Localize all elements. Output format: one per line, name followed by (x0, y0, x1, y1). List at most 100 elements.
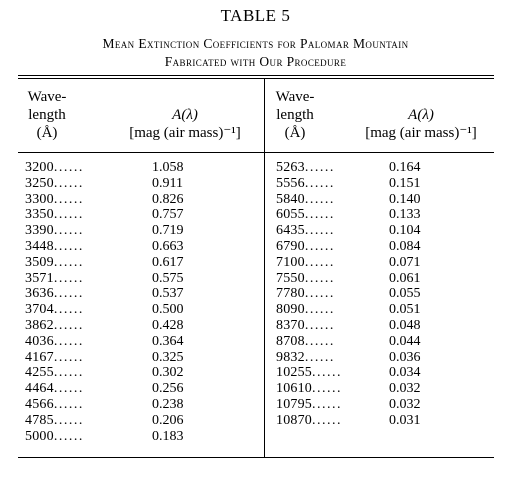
table-cell: 4167...... (25, 350, 117, 366)
header-wavelength-unit: (Å) (284, 125, 306, 141)
leader-dots: ...... (304, 160, 335, 175)
header-wavelength-line2: length (276, 107, 314, 123)
table-cell: 0.826 (152, 192, 212, 208)
table-cell-value: 0.826 (152, 191, 184, 207)
table-cell-value: 4036 (25, 333, 54, 349)
table-cell-value: 5556 (276, 175, 305, 191)
left-wavelength-column: 3200...... 3250...... 3300...... 3350......… (25, 160, 117, 444)
leader-dots: ...... (53, 428, 84, 444)
table-cell-value: 0.151 (389, 175, 421, 191)
table-cell: 3862...... (25, 318, 117, 334)
table-cell-value: 0.055 (389, 286, 421, 302)
table-cell: 5556...... (276, 176, 368, 192)
table-cell-value: 3300 (25, 191, 54, 207)
table-cell: 0.428 (152, 318, 212, 334)
table-cell-value: 6055 (276, 207, 305, 223)
table-cell: 0.537 (152, 286, 212, 302)
table-cell-value: 5840 (276, 191, 305, 207)
table-cell: 4255...... (25, 365, 117, 381)
table-cell-value: 0.364 (152, 333, 184, 349)
table-cell-value: 7550 (276, 270, 305, 286)
table-cell-value: 3350 (25, 207, 54, 223)
leader-dots: ...... (304, 207, 335, 223)
table-cell-value: 0.084 (389, 238, 421, 254)
table-cell-value: 7780 (276, 286, 305, 302)
leader-dots: ...... (53, 191, 84, 207)
table-cell: 0.044 (389, 334, 449, 350)
table-cell-value: 8370 (276, 317, 305, 333)
header-wavelength-line1: Wave- (275, 89, 315, 105)
table-cell: 0.061 (389, 271, 449, 287)
table-cell: 3571...... (25, 271, 117, 287)
table-cell-value: 0.256 (152, 381, 184, 397)
table-cell-value: 0.325 (152, 349, 184, 365)
table-cell: 0.032 (389, 397, 449, 413)
left-coefficient-column: 1.058 0.911 0.826 0.757 0.719 0.663 0.617 0.575… (152, 160, 212, 444)
top-rule-2 (18, 78, 494, 79)
leader-dots: ...... (53, 223, 84, 239)
header-wavelength-line1: Wave- (27, 89, 67, 105)
leader-dots: ...... (53, 317, 84, 333)
header-wavelength-line2: length (28, 107, 66, 123)
table-cell-value: 0.032 (389, 396, 421, 412)
table-cell-value: 3250 (25, 175, 54, 191)
table-cell: 10255...... (276, 365, 368, 381)
leader-dots: ...... (312, 412, 342, 428)
table-cell: 8708...... (276, 334, 368, 350)
leader-dots: ...... (53, 238, 84, 254)
table-cell-value: 9832 (276, 349, 305, 365)
leader-dots: ...... (53, 396, 84, 412)
table-cell-value: 0.034 (389, 365, 421, 381)
table-cell: 0.048 (389, 318, 449, 334)
table-cell: 0.036 (389, 350, 449, 366)
table-cell: 3636...... (25, 286, 117, 302)
table-cell-value: 4255 (25, 365, 54, 381)
leader-dots: ...... (304, 191, 335, 207)
table-cell-value: 3509 (25, 254, 54, 270)
table-title: TABLE 5 (220, 6, 291, 25)
table-cell: 4464...... (25, 381, 117, 397)
table-cell: 0.617 (152, 255, 212, 271)
table-cell: 0.151 (389, 176, 449, 192)
table-caption-line-1: Mean Extinction Coefficients for Palomar… (102, 36, 409, 51)
table-cell: 0.034 (389, 365, 449, 381)
leader-dots: ...... (53, 412, 84, 428)
leader-dots: ...... (53, 254, 84, 270)
table-cell: 0.164 (389, 160, 449, 176)
table-cell-value: 0.911 (152, 175, 183, 191)
leader-dots: ...... (53, 160, 84, 175)
table-cell-value: 3390 (25, 223, 54, 239)
leader-dots: ...... (304, 317, 335, 333)
table-cell: 10610...... (276, 381, 368, 397)
header-wavelength-right: Wave- length (Å) (266, 88, 324, 142)
table-cell: 8090...... (276, 302, 368, 318)
leader-dots: ...... (312, 381, 342, 397)
table-cell: 3704...... (25, 302, 117, 318)
table-cell-value: 0.032 (389, 381, 421, 397)
leader-dots: ...... (53, 270, 84, 286)
table-cell-value: 7100 (276, 254, 305, 270)
table-cell-value: 8090 (276, 302, 305, 318)
table-cell-value: 0.031 (389, 412, 421, 428)
header-coef-right: A(λ) [mag (air mass)⁻¹] (332, 106, 510, 142)
table-cell: 7550...... (276, 271, 368, 287)
table-cell: 5263...... (276, 160, 368, 176)
header-wavelength-unit: (Å) (36, 125, 58, 141)
leader-dots: ...... (304, 286, 335, 302)
table-cell-value: 0.071 (389, 254, 421, 270)
header-coef-line1: A(λ) (172, 107, 198, 123)
table-caption-line-2: Fabricated with Our Procedure (164, 54, 347, 69)
table-cell-value: 6435 (276, 223, 305, 239)
leader-dots: ...... (53, 302, 84, 318)
leader-dots: ...... (53, 365, 84, 381)
table-cell: 3250...... (25, 176, 117, 192)
table-cell: 0.575 (152, 271, 212, 287)
table-cell: 0.719 (152, 223, 212, 239)
table-cell-value: 0.428 (152, 317, 184, 333)
leader-dots: ...... (312, 365, 342, 381)
table-cell: 0.084 (389, 239, 449, 255)
table-cell: 0.757 (152, 207, 212, 223)
table-cell: 3509...... (25, 255, 117, 271)
table-cell-value: 4167 (25, 349, 54, 365)
table-cell: 0.183 (152, 429, 212, 445)
